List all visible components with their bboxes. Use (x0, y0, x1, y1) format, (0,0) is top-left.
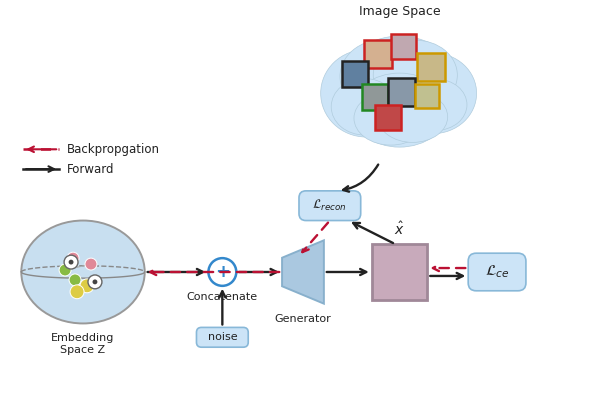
Bar (415, 84, 440, 108)
FancyArrowPatch shape (219, 291, 225, 325)
Circle shape (93, 280, 97, 284)
Ellipse shape (373, 40, 457, 110)
Ellipse shape (331, 78, 398, 135)
FancyBboxPatch shape (197, 327, 248, 347)
FancyArrowPatch shape (239, 269, 277, 275)
Circle shape (85, 258, 97, 270)
Text: Embedding
Space Z: Embedding Space Z (51, 333, 115, 355)
Circle shape (88, 275, 102, 289)
Bar (364, 40, 391, 68)
Circle shape (64, 255, 78, 269)
FancyBboxPatch shape (468, 253, 526, 291)
Text: $\mathcal{L}_{ce}$: $\mathcal{L}_{ce}$ (485, 264, 510, 280)
Polygon shape (282, 240, 324, 304)
Ellipse shape (389, 53, 476, 134)
Ellipse shape (351, 73, 448, 147)
Text: Forward: Forward (67, 162, 115, 176)
Bar (391, 34, 416, 59)
FancyArrowPatch shape (327, 269, 366, 275)
Text: Generator: Generator (274, 314, 331, 324)
Circle shape (208, 258, 236, 286)
Bar (362, 84, 387, 110)
Circle shape (59, 264, 71, 276)
Ellipse shape (354, 91, 428, 145)
Circle shape (67, 252, 79, 264)
Bar (372, 244, 428, 300)
FancyArrowPatch shape (430, 273, 463, 279)
Text: Concatenate: Concatenate (187, 292, 258, 302)
Ellipse shape (338, 36, 461, 144)
FancyArrowPatch shape (147, 269, 203, 275)
Text: Image Space: Image Space (359, 5, 440, 18)
Text: noise: noise (207, 332, 237, 342)
Bar (342, 61, 368, 87)
Ellipse shape (321, 50, 412, 137)
Circle shape (69, 274, 81, 286)
Ellipse shape (378, 91, 448, 142)
Ellipse shape (340, 40, 428, 114)
FancyBboxPatch shape (299, 191, 361, 221)
Circle shape (80, 279, 94, 293)
FancyArrowPatch shape (150, 269, 279, 275)
Ellipse shape (21, 221, 145, 324)
FancyArrowPatch shape (353, 223, 393, 243)
FancyArrowPatch shape (302, 223, 328, 252)
Circle shape (70, 285, 84, 299)
Circle shape (69, 260, 74, 265)
Text: Backpropgation: Backpropgation (67, 143, 160, 156)
Text: $\mathcal{L}_{recon}$: $\mathcal{L}_{recon}$ (312, 198, 347, 213)
Text: +: + (215, 263, 230, 282)
Bar (418, 53, 446, 81)
Ellipse shape (406, 79, 467, 130)
Text: $\hat{x}$: $\hat{x}$ (394, 221, 405, 238)
Bar (375, 105, 400, 130)
FancyArrowPatch shape (433, 265, 466, 271)
Bar (387, 78, 415, 106)
